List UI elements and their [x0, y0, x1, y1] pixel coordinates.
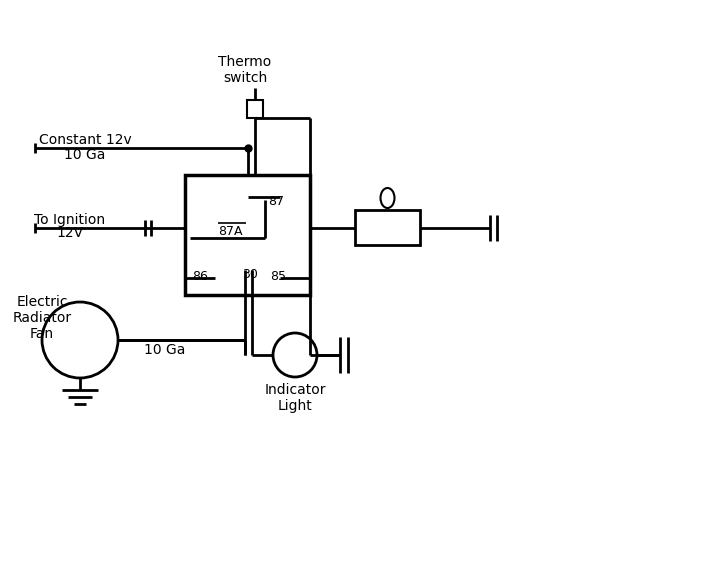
Text: 12V: 12V	[56, 226, 84, 240]
Bar	[185, 175, 310, 295]
Text: Electric
Radiator
Fan: Electric Radiator Fan	[13, 295, 72, 341]
Text: To Ignition: To Ignition	[34, 213, 105, 227]
Text: 87: 87	[268, 195, 284, 208]
Text: Indicator
Light: Indicator Light	[264, 383, 325, 413]
Bar	[355, 210, 420, 245]
Text: Thermo
switch: Thermo switch	[219, 55, 271, 85]
Bar	[247, 100, 263, 118]
Text: 10 Ga: 10 Ga	[64, 148, 105, 162]
Text: 85: 85	[270, 270, 286, 283]
Text: 87A: 87A	[218, 225, 243, 238]
Text: 10 Ga: 10 Ga	[144, 343, 186, 357]
Text: Constant 12v: Constant 12v	[39, 133, 131, 147]
Text: 30: 30	[242, 268, 258, 281]
Text: 86: 86	[192, 270, 208, 283]
